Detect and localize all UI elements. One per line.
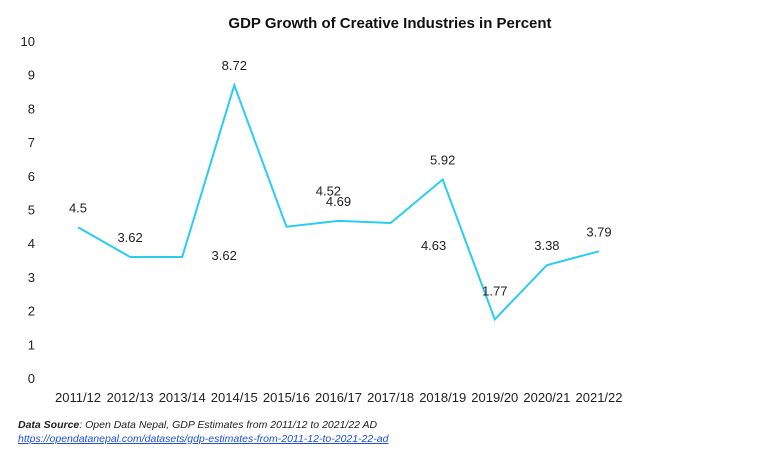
x-tick-label: 2017/18 — [367, 390, 414, 405]
y-tick-label: 10 — [21, 34, 35, 49]
x-tick-label: 2019/20 — [471, 390, 518, 405]
data-source-line: Data Source: Open Data Nepal, GDP Estima… — [18, 418, 388, 432]
data-label: 3.38 — [534, 238, 559, 253]
data-label: 4.63 — [421, 238, 446, 253]
x-tick-label: 2013/14 — [159, 390, 206, 405]
data-label: 5.92 — [430, 152, 455, 167]
x-tick-label: 2011/12 — [55, 390, 101, 405]
y-tick-label: 2 — [28, 304, 35, 319]
y-tick-label: 6 — [28, 169, 35, 184]
data-label: 8.72 — [222, 58, 247, 73]
x-tick-label: 2012/13 — [107, 390, 154, 405]
data-labels: 4.5 3.62 3.62 8.72 4.524.69 4.63 5.92 1.77 3.38 3… — [69, 58, 612, 298]
y-tick-label: 5 — [28, 203, 35, 218]
y-tick-label: 4 — [28, 236, 35, 251]
data-label: 4.52 — [316, 184, 341, 199]
x-tick-label: 2016/17 — [315, 390, 362, 405]
data-source-label: Data Source — [18, 419, 80, 431]
data-source-link[interactable]: https://opendatanepal.com/datasets/gdp-e… — [18, 433, 389, 445]
y-tick-label: 0 — [28, 371, 35, 386]
data-label: 4.69 — [326, 194, 351, 209]
x-tick-label: 2015/16 — [263, 390, 310, 405]
series-line — [77, 81, 600, 322]
y-tick-label: 7 — [28, 135, 35, 150]
data-label: 3.79 — [586, 224, 611, 239]
y-tick-label: 9 — [28, 68, 35, 83]
y-tick-label: 8 — [28, 101, 35, 116]
y-tick-label: 3 — [28, 270, 35, 285]
x-tick-label: 2020/21 — [523, 390, 570, 405]
data-source-text: : Open Data Nepal, GDP Estimates from 20… — [79, 419, 378, 431]
data-source-link-line: https://opendatanepal.com/datasets/gdp-e… — [18, 432, 388, 446]
data-label: 3.62 — [212, 248, 237, 263]
x-tick-label: 2018/19 — [419, 390, 466, 405]
x-tick-label: 2021/22 — [576, 390, 623, 405]
x-tick-label: 2014/15 — [211, 390, 258, 405]
chart-title: GDP Growth of Creative Industries in Per… — [228, 15, 551, 32]
y-axis-ticks: 0 1 2 3 4 5 6 7 8 9 10 — [21, 34, 35, 386]
x-axis-ticks: 2011/12 2012/13 2013/14 2014/15 2015/16 2016/… — [55, 390, 623, 405]
data-label: 3.62 — [117, 230, 142, 245]
data-label: 1.77 — [482, 283, 507, 298]
y-tick-label: 1 — [28, 337, 35, 352]
data-label: 4.5 — [69, 200, 87, 215]
data-source-footer: Data Source: Open Data Nepal, GDP Estima… — [18, 418, 388, 446]
